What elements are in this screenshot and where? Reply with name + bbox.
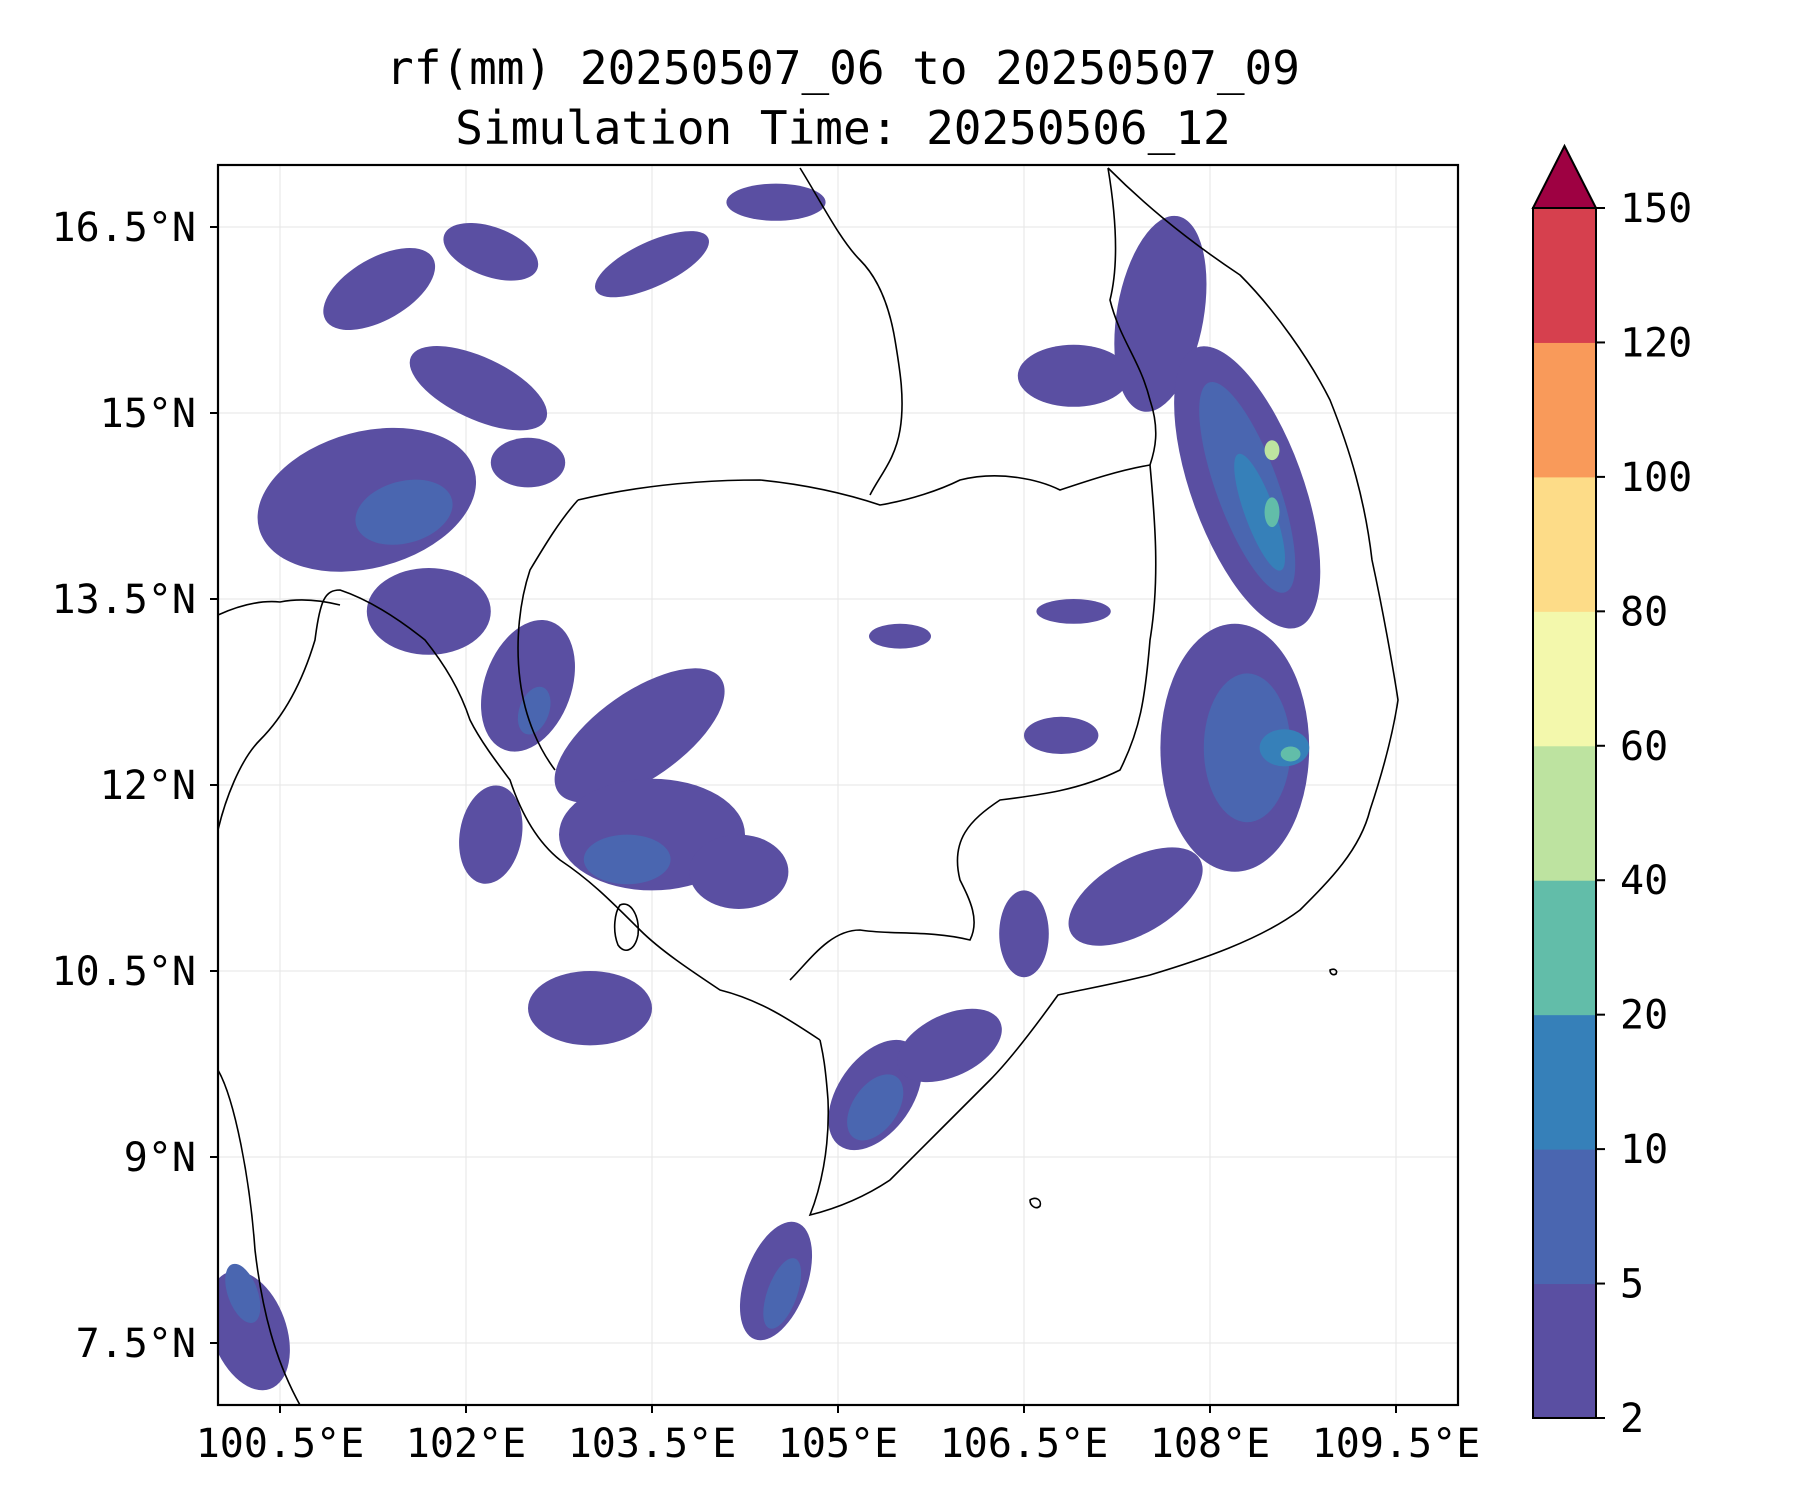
- coastline-gulf-of-thailand: [218, 589, 821, 1041]
- coastline-malay-peninsula: [218, 1069, 301, 1405]
- y-tick-label: 10.5°N: [52, 949, 197, 995]
- rain-area: [481, 620, 575, 752]
- rain-area: [869, 623, 931, 649]
- rain-area: [1259, 729, 1310, 767]
- border-laos-vietnam: [1107, 167, 1157, 466]
- rain-area: [595, 231, 709, 298]
- colorbar-label: 150: [1620, 186, 1692, 232]
- rain-area: [1068, 847, 1203, 946]
- y-tick-label: 15°N: [100, 391, 196, 437]
- y-tick-label: 13.5°N: [52, 577, 197, 623]
- y-tick-label: 12°N: [100, 763, 196, 809]
- rain-area: [726, 183, 826, 221]
- rain-area: [1036, 599, 1111, 624]
- x-tick-label: 106.5°E: [940, 1421, 1109, 1467]
- rain-area: [847, 1074, 904, 1141]
- y-tick-label: 16.5°N: [52, 205, 197, 251]
- rain-area: [225, 1263, 261, 1323]
- border-laos-cambodia: [577, 464, 1151, 506]
- island-con-son: [1029, 1197, 1042, 1209]
- colorbar-label: 80: [1620, 589, 1668, 635]
- x-tick-label: 105°E: [778, 1421, 898, 1467]
- rain-area: [897, 1008, 1002, 1083]
- colorbar-label: 2: [1620, 1396, 1644, 1442]
- rainfall-contours: [218, 183, 1321, 1391]
- colorbar-label: 60: [1620, 724, 1668, 770]
- border-thailand-cambodia: [517, 499, 579, 771]
- rain-area: [355, 479, 453, 545]
- rain-area: [1264, 497, 1280, 528]
- rain-area: [1017, 344, 1130, 407]
- border-thailand-laos: [799, 167, 903, 496]
- rain-area: [999, 890, 1049, 978]
- rain-area: [689, 834, 789, 909]
- rain-area: [218, 1270, 290, 1391]
- colorbar-segment: [1533, 880, 1596, 1016]
- rain-area: [459, 785, 523, 884]
- rain-area: [409, 346, 548, 431]
- y-axis: 16.5°N 15°N 13.5°N 12°N 10.5°N 9°N 7.5°N: [52, 205, 218, 1367]
- colorbar-segment: [1533, 208, 1596, 343]
- rain-area: [443, 222, 539, 281]
- colorbar-label: 120: [1620, 320, 1692, 366]
- y-tick-label: 9°N: [124, 1135, 196, 1181]
- border-cambodia-vietnam: [789, 464, 1157, 981]
- colorbar-segment: [1533, 1149, 1596, 1285]
- colorbar-segment: [1533, 1014, 1596, 1150]
- colorbar-label: 10: [1620, 1127, 1668, 1173]
- colorbar-label: 40: [1620, 858, 1668, 904]
- y-tick-label: 7.5°N: [76, 1321, 196, 1367]
- coastline-vietnam: [808, 167, 1399, 1217]
- rain-area: [1203, 673, 1291, 823]
- colorbar-segment: [1533, 611, 1596, 747]
- rain-area: [517, 686, 551, 735]
- plot-subtitle: Simulation Time: 20250506_12: [455, 101, 1231, 155]
- x-axis: 100.5°E 102°E 103.5°E 105°E 106.5°E 108°E 109.…: [196, 1405, 1481, 1467]
- rain-area: [583, 834, 671, 885]
- rain-area: [1280, 746, 1301, 762]
- plot-title: rf(mm) 20250507_06 to 20250507_09: [386, 41, 1300, 95]
- x-tick-label: 103.5°E: [568, 1421, 737, 1467]
- rain-area: [763, 1258, 802, 1329]
- rain-area: [323, 247, 436, 331]
- x-tick-label: 108°E: [1150, 1421, 1270, 1467]
- colorbar-segment: [1533, 476, 1596, 612]
- rain-area: [528, 971, 652, 1046]
- x-tick-label: 102°E: [406, 1421, 526, 1467]
- rain-area: [1023, 716, 1099, 755]
- colorbar-label: 20: [1620, 993, 1668, 1039]
- colorbar-frame: [1532, 207, 1597, 1419]
- island-ly-son: [1329, 968, 1338, 976]
- title-block: rf(mm) 20250507_06 to 20250507_09 Simula…: [218, 38, 1468, 158]
- rain-area: [1264, 440, 1280, 461]
- x-tick-label: 100.5°E: [196, 1421, 365, 1467]
- colorbar-segment: [1533, 745, 1596, 881]
- rain-area: [554, 668, 725, 803]
- phu-quoc-island: [613, 903, 640, 951]
- rain-area: [366, 568, 491, 655]
- rain-area: [1234, 453, 1286, 571]
- colorbar-segment: [1533, 1283, 1596, 1419]
- coastlines-borders: [218, 167, 1399, 1405]
- colorbar-segment: [1533, 342, 1596, 478]
- rain-area: [490, 437, 566, 488]
- colorbar: 2 5 10 20 40 60 80 100 120 150: [1531, 143, 1692, 1442]
- colorbar-extend-arrow: [1531, 143, 1598, 209]
- border-thailand-myanmar: [218, 599, 341, 616]
- colorbar-label: 100: [1620, 455, 1692, 501]
- colorbar-label: 5: [1620, 1262, 1644, 1308]
- x-tick-label: 109.5°E: [1312, 1421, 1481, 1467]
